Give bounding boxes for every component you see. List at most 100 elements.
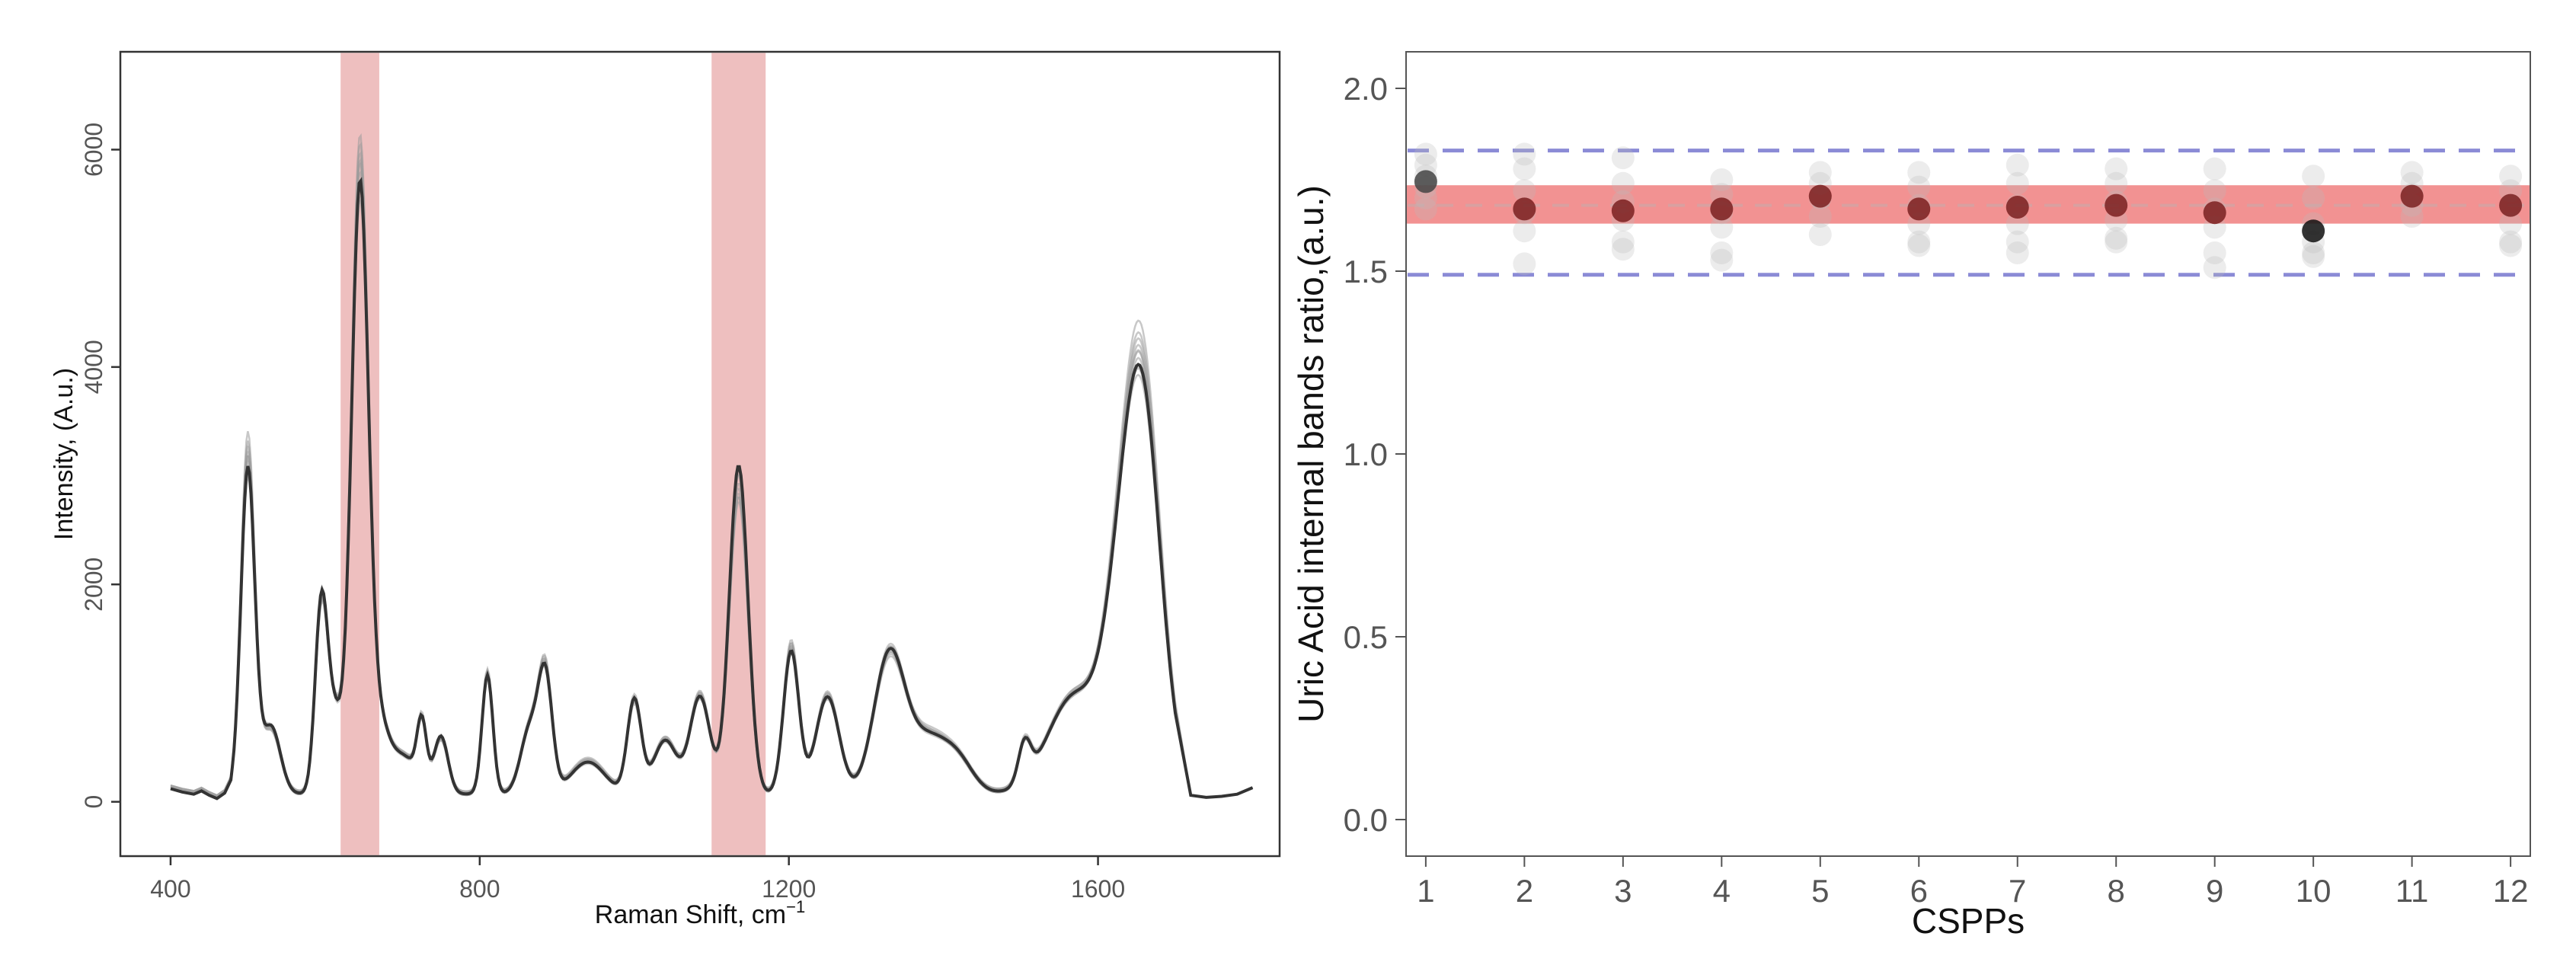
replicate-point-1-2 <box>1414 153 1437 177</box>
replicate-point-5-1 <box>1808 161 1832 184</box>
replicate-point-5-5 <box>1808 223 1832 246</box>
mean-point-9 <box>2203 201 2226 225</box>
replicate-point-1-5 <box>1414 187 1437 209</box>
replicate-point-8-5 <box>2105 226 2128 250</box>
ratio-x-tick-label-3: 3 <box>1614 873 1632 909</box>
replicate-point-1-1 <box>1414 142 1437 166</box>
replicate-point-2-1 <box>1513 142 1536 166</box>
spectrum-plot-frame <box>119 50 1281 858</box>
replicate-point-11-1 <box>2400 161 2424 184</box>
mean-point-12 <box>2499 193 2523 217</box>
spectrum-x-tick-label-800: 800 <box>459 875 500 903</box>
spectrum-x-axis-title-text: Raman Shift, cm <box>595 900 786 929</box>
raman-spectrum-panel: 400 800 1200 1600 0 2000 4000 6000 Raman Shift… <box>50 50 1281 929</box>
replicate-point-6-6 <box>1907 234 1931 257</box>
mean-band-group <box>1407 149 2530 277</box>
ratio-y-tick-label-0: 0.0 <box>1344 802 1388 838</box>
spectrum-lines <box>170 133 1254 801</box>
ratio-x-tick-label-5: 5 <box>1811 873 1829 909</box>
replicate-point-6-1 <box>1907 161 1931 184</box>
ratio-x-tick-label-6: 6 <box>1910 873 1928 909</box>
ratio-x-tick-label-12: 12 <box>2493 873 2529 909</box>
spectrum-x-tick-label-400: 400 <box>150 875 190 903</box>
ratio-y-tick-label-1: 1.0 <box>1344 436 1388 472</box>
ratio-y-tick-label-2: 2.0 <box>1344 71 1388 107</box>
spectrum-y-tick-label-2000: 2000 <box>80 558 107 612</box>
replicate-point-7-4 <box>2006 212 2029 235</box>
ratio-x-tick-label-2: 2 <box>1516 873 1533 909</box>
replicate-point-3-1 <box>1611 146 1635 170</box>
ratio-y-axis-title: Uric Acid internal bands ratio,(a.u.) <box>1291 185 1331 723</box>
replicate-point-10-2 <box>2302 187 2325 209</box>
ratio-x-tick-label-10: 10 <box>2296 873 2332 909</box>
mean-point-7 <box>2006 196 2029 219</box>
replicate-point-10-6 <box>2302 244 2325 268</box>
mean-points <box>1414 170 2523 243</box>
replicate-point-5-4 <box>1808 205 1832 228</box>
ratio-x-tick-label-9: 9 <box>2206 873 2223 909</box>
mean-point-5 <box>1808 184 1832 208</box>
replicate-point-7-5 <box>2006 230 2029 254</box>
spectrum-y-tick-label-0: 0 <box>80 795 107 809</box>
replicate-point-6-5 <box>1907 230 1931 254</box>
replicate-point-11-5 <box>2400 205 2424 228</box>
replicate-point-12-5 <box>2499 230 2523 254</box>
mean-point-1 <box>1414 170 1437 193</box>
ratio-y-ticks: 0.0 0.5 1.0 1.5 2.0 <box>1344 71 1406 838</box>
replicate-point-9-1 <box>2203 157 2226 181</box>
replicate-point-8-2 <box>2105 171 2128 195</box>
spectrum-x-tick-label-1200: 1200 <box>762 875 816 903</box>
spectrum-x-tick-label-1600: 1600 <box>1071 875 1125 903</box>
uric-acid-ratio-panel: 1 2 3 4 5 6 7 8 9 10 11 12 0.00.51.01.52.0 CSPPs Ur… <box>1291 51 2531 941</box>
mean-point-4 <box>1710 197 1734 221</box>
ratio-x-tick-label-1: 1 <box>1417 873 1434 909</box>
replicate-point-7-1 <box>2006 153 2029 177</box>
ratio-x-tick-label-8: 8 <box>2108 873 2125 909</box>
mean-point-6 <box>1907 197 1931 221</box>
replicate-point-9-2 <box>2203 179 2226 203</box>
spectrum-line-10 <box>170 177 1254 801</box>
replicate-point-3-2 <box>1611 171 1635 195</box>
replicate-point-2-2 <box>1513 157 1536 181</box>
replicate-point-2-5 <box>1513 219 1536 243</box>
spectrum-y-tick-label-4000: 4000 <box>80 340 107 394</box>
ratio-plot-frame <box>1405 51 2531 857</box>
replicate-point-12-4 <box>2499 212 2523 235</box>
replicate-point-9-6 <box>2203 256 2226 280</box>
ratio-x-axis-title: CSPPs <box>1912 901 2025 941</box>
replicate-point-1-6 <box>1414 197 1437 221</box>
spectrum-y-axis-title: Intensity, (A.u.) <box>50 368 78 540</box>
mean-point-2 <box>1513 197 1536 221</box>
spectrum-y-ticks: 0 2000 4000 6000 <box>80 123 120 809</box>
replicate-point-4-1 <box>1710 168 1734 191</box>
replicate-point-4-6 <box>1710 248 1734 272</box>
replicate-point-8-6 <box>2105 230 2128 254</box>
replicate-point-2-3 <box>1513 179 1536 203</box>
mean-point-10 <box>2302 219 2325 243</box>
replicate-point-3-5 <box>1611 230 1635 254</box>
replicate-point-4-4 <box>1710 216 1734 239</box>
mean-point-3 <box>1611 199 1635 222</box>
spectrum-y-tick-label-6000: 6000 <box>80 123 107 177</box>
replicate-point-7-6 <box>2006 241 2029 264</box>
mean-point-8 <box>2105 193 2128 217</box>
mean-point-11 <box>2400 184 2424 208</box>
replicate-point-10-1 <box>2302 165 2325 188</box>
spectrum-x-axis-title-superscript: −1 <box>786 897 805 916</box>
replicate-point-9-5 <box>2203 241 2226 264</box>
ratio-x-tick-label-4: 4 <box>1713 873 1731 909</box>
replicate-point-8-1 <box>2105 157 2128 181</box>
replicate-point-6-2 <box>1907 175 1931 199</box>
replicate-point-7-2 <box>2006 171 2029 195</box>
ratio-x-tick-label-7: 7 <box>2009 873 2026 909</box>
spectrum-x-ticks: 400 800 1200 1600 <box>150 856 1125 903</box>
replicate-point-12-1 <box>2499 165 2523 188</box>
ratio-x-ticks: 1 2 3 4 5 6 7 8 9 10 11 12 <box>1417 856 2528 909</box>
ratio-y-tick-label-0.5: 0.5 <box>1344 619 1388 655</box>
ratio-y-tick-label-1.5: 1.5 <box>1344 254 1388 289</box>
replicate-point-4-5 <box>1710 241 1734 264</box>
replicate-point-2-6 <box>1513 252 1536 276</box>
replicate-point-12-6 <box>2499 234 2523 257</box>
replicate-point-10-5 <box>2302 241 2325 264</box>
